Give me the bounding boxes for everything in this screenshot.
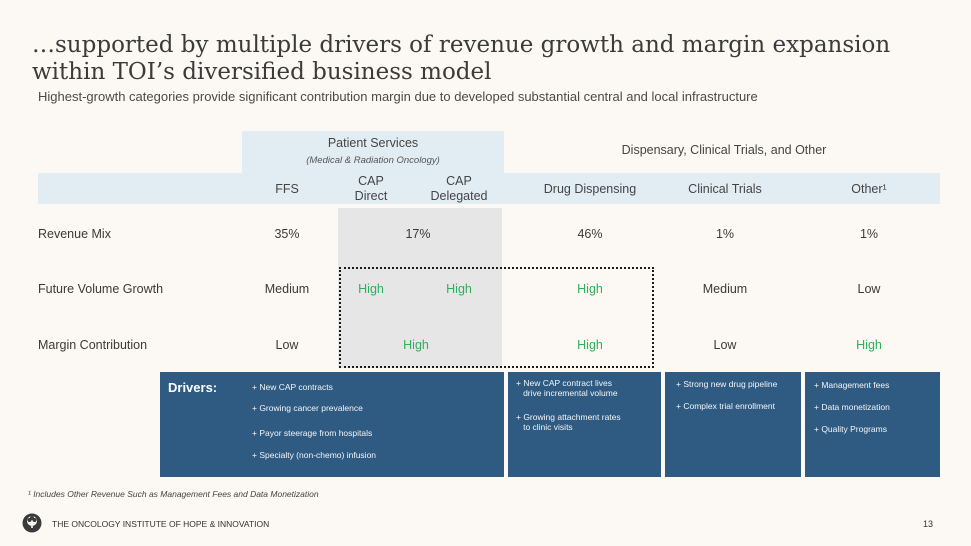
driver-item: + Quality Programs [814,424,887,434]
row-label-revenue-mix: Revenue Mix [38,227,111,241]
driver-item: + Growing attachment rates to clinic vis… [516,412,621,432]
driver-item: + New CAP contracts [252,382,333,392]
driver-item: + Specialty (non-chemo) infusion [252,450,377,460]
margin-ffs: Low [275,338,299,352]
page-subtitle: Highest-growth categories provide signif… [38,89,758,104]
driver-item: + Management fees [814,380,890,390]
page-number: 13 [923,519,934,529]
margin-cap: High [403,338,429,352]
revenue-mix-drug-dispensing: 46% [577,227,603,241]
volume-growth-cap-delegated: High [446,282,472,296]
tree-logo-icon [22,513,42,533]
volume-growth-other: Low [857,282,881,296]
drivers-patient-services-panel: Drivers: + New CAP contracts + Growing c… [160,372,504,477]
revenue-mix-other: 1% [859,227,879,241]
drivers-drug-dispensing-panel: + New CAP contract lives drive increment… [508,372,661,477]
driver-item: + Complex trial enrollment [676,401,775,411]
patient-services-header: Patient Services [327,136,419,150]
footnote: ¹ Includes Other Revenue Such as Managem… [28,489,319,499]
drivers-clinical-trials-panel: + Strong new drug pipeline + Complex tri… [665,372,801,477]
col-header-drug-dispensing: Drug Dispensing [543,182,637,196]
volume-growth-ffs: Medium [264,282,310,296]
driver-item: + Strong new drug pipeline [676,379,778,389]
footer-company-name: THE ONCOLOGY INSTITUTE OF HOPE & INNOVAT… [52,519,270,529]
margin-clinical-trials: Low [713,338,737,352]
driver-item: + Payor steerage from hospitals [252,428,373,438]
patient-services-subheader: (Medical & Radiation Oncology) [306,155,440,166]
driver-item: + Growing cancer prevalence [252,403,363,413]
margin-drug-dispensing: High [577,338,603,352]
driver-item: + New CAP contract lives drive increment… [516,378,618,398]
margin-other: High [856,338,882,352]
col-header-ffs: FFS [275,182,299,196]
cap-column-highlight [338,208,502,368]
drivers-other-panel: + Management fees + Data monetization + … [805,372,940,477]
row-label-margin-contribution: Margin Contribution [38,338,148,352]
volume-growth-clinical-trials: Medium [702,282,748,296]
page-title: …supported by multiple drivers of revenu… [32,32,891,85]
col-header-cap-delegated: CAP Delegated [430,174,488,203]
col-header-cap-direct: CAP Direct [354,174,388,203]
revenue-mix-cap: 17% [405,227,431,241]
revenue-mix-ffs: 35% [274,227,300,241]
column-header-band [38,173,940,204]
col-header-other: Other¹ [851,182,887,196]
high-growth-highlight-box [339,267,654,368]
drivers-label: Drivers: [168,380,218,395]
driver-item: + Data monetization [814,402,890,412]
dispensary-group-header: Dispensary, Clinical Trials, and Other [621,143,827,157]
col-header-clinical-trials: Clinical Trials [688,182,762,196]
revenue-mix-clinical-trials: 1% [715,227,735,241]
volume-growth-drug-dispensing: High [577,282,603,296]
row-label-future-volume-growth: Future Volume Growth [38,282,164,296]
patient-services-header-band [242,131,504,174]
volume-growth-cap-direct: High [358,282,384,296]
